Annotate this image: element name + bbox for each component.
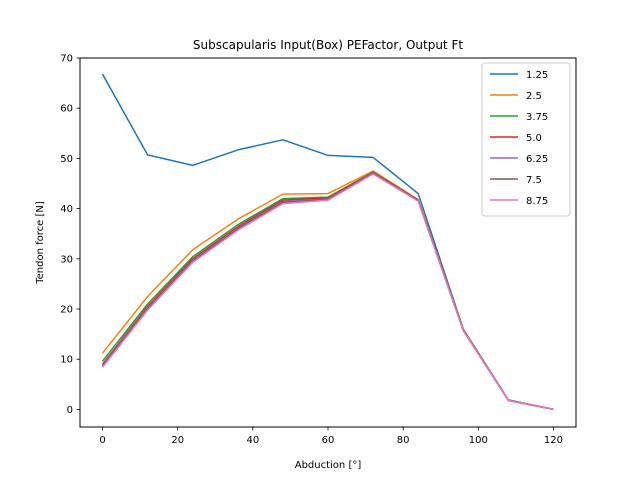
x-tick-label: 60 (322, 435, 335, 446)
legend-label: 5.0 (526, 133, 542, 144)
x-tick-label: 80 (397, 435, 410, 446)
legend-label: 1.25 (526, 70, 548, 81)
series-line-6 (101, 173, 554, 411)
y-axis: 0 10 20 30 40 50 60 70 (60, 54, 80, 416)
y-axis-label: Tendon force [N] (35, 201, 46, 285)
legend-label: 8.75 (526, 196, 548, 207)
y-tick-label: 30 (60, 254, 73, 265)
legend: 1.25 2.5 3.75 5.0 6.25 7.5 8.75 (481, 62, 571, 217)
legend-label: 3.75 (526, 112, 548, 123)
legend-label: 7.5 (526, 175, 542, 186)
x-tick-label: 120 (544, 435, 563, 446)
legend-box (481, 62, 571, 217)
x-axis-label: Abduction [°] (295, 460, 362, 471)
x-axis: 0 20 40 60 80 100 120 (99, 427, 563, 446)
y-tick-label: 50 (60, 154, 73, 165)
x-tick-label: 100 (469, 435, 488, 446)
y-tick-label: 60 (60, 104, 73, 115)
y-tick-label: 40 (60, 204, 73, 215)
y-tick-label: 0 (67, 405, 73, 416)
y-tick-label: 20 (60, 305, 73, 316)
x-tick-label: 20 (171, 435, 184, 446)
chart-title: Subscapularis Input(Box) PEFactor, Outpu… (193, 38, 463, 52)
y-tick-label: 70 (60, 54, 73, 65)
y-tick-label: 10 (60, 355, 73, 366)
x-tick-label: 40 (246, 435, 259, 446)
x-tick-label: 0 (99, 435, 105, 446)
legend-label: 2.5 (526, 91, 542, 102)
series-lines (101, 73, 554, 411)
legend-label: 6.25 (526, 154, 548, 165)
